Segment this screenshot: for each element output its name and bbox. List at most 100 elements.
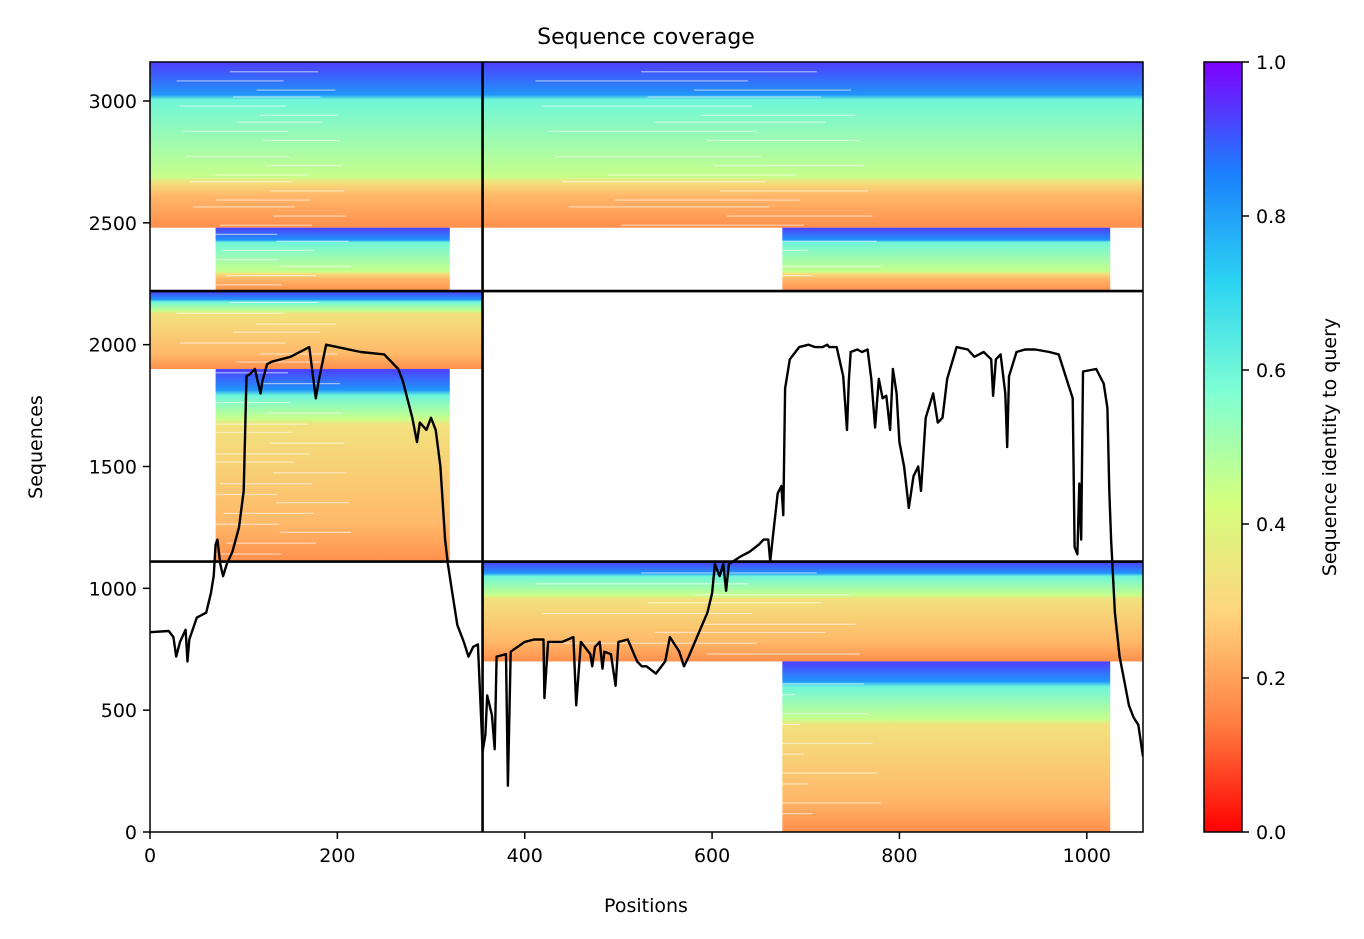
block-3-streak — [279, 531, 351, 533]
block-1-streak — [169, 258, 280, 261]
block-3-upper-band — [150, 291, 483, 370]
block-2-streak — [522, 258, 740, 261]
block-2-streak — [634, 275, 813, 277]
block-2-streak — [720, 190, 869, 192]
y-tick-label: 500 — [101, 700, 137, 722]
x-axis-label: Positions — [604, 895, 688, 917]
chart-title: Sequence coverage — [537, 25, 755, 50]
block-4-streak — [568, 731, 770, 734]
block-4-streak — [522, 794, 740, 796]
colorbar-tick-label: 1.0 — [1256, 52, 1286, 74]
block-2-streak — [726, 215, 873, 217]
x-tick-label: 600 — [694, 845, 730, 867]
block-4-streak — [528, 823, 744, 826]
block-4-streak — [621, 753, 804, 755]
block-3-streak — [213, 423, 308, 425]
block-3-streak — [173, 553, 282, 555]
block-1-streak — [176, 80, 284, 82]
block-1-streak — [263, 139, 340, 142]
colorbar-tick-label: 0.2 — [1256, 668, 1286, 690]
block-2-streak — [647, 96, 822, 98]
block-1-streak — [269, 190, 345, 192]
heatmap-blocks — [150, 62, 1143, 832]
y-tick-label: 1000 — [89, 578, 137, 600]
block-1-streak — [276, 240, 349, 242]
block-1-streak — [179, 105, 286, 107]
block-4-streak — [614, 723, 800, 726]
block-4-streak — [740, 802, 882, 804]
block-3-streak — [219, 483, 312, 485]
block-1-streak — [189, 181, 293, 183]
block-4-streak — [555, 672, 761, 674]
x-tick-label: 200 — [319, 845, 355, 867]
block-4-streak — [713, 683, 864, 685]
block-3-streak — [269, 442, 345, 444]
colorbar-tick-label: 0.4 — [1256, 514, 1286, 536]
block-4-streak — [733, 772, 877, 774]
block-2-streak — [733, 240, 877, 242]
block-4-streak — [561, 702, 766, 704]
block-2-streak — [535, 80, 749, 82]
block-1-upper-band — [150, 62, 483, 228]
block-1-streak — [233, 96, 321, 98]
block-3-streak — [229, 301, 319, 304]
colorbar-label: Sequence identity to query — [1319, 318, 1341, 576]
block-4-streak — [515, 764, 736, 766]
colorbar-gradient — [1203, 61, 1243, 833]
block-2-streak — [713, 165, 864, 167]
plot-area — [150, 62, 1143, 832]
block-2-streak — [740, 265, 882, 268]
x-tick-label: 0 — [144, 845, 156, 867]
block-1-streak — [173, 284, 282, 286]
block-1-streak — [256, 89, 336, 91]
block-3-streak — [216, 453, 310, 455]
block-3-lower-band — [215, 369, 450, 562]
block-2-streak — [614, 199, 800, 201]
block-3-streak — [273, 472, 347, 474]
block-2-streak — [548, 130, 757, 132]
block-2-streak — [608, 174, 796, 176]
colorbar-tick-label: 0.6 — [1256, 360, 1286, 382]
block-3-streak — [189, 431, 293, 433]
block-4-streak — [707, 653, 860, 655]
y-axis-label: Sequences — [25, 395, 47, 499]
block-1-streak — [236, 121, 323, 123]
block-1-streak — [219, 224, 312, 226]
x-tick-label: 400 — [507, 845, 543, 867]
block-1-streak — [166, 233, 278, 235]
plot-frame — [149, 61, 1144, 833]
block-4-streak — [608, 694, 796, 696]
y-tick-label: 2500 — [89, 213, 137, 235]
block-2-streak — [528, 284, 744, 286]
block-3-streak — [166, 493, 278, 496]
block-4-streak — [720, 712, 869, 715]
block-2-streak — [561, 181, 766, 183]
block-1-streak — [186, 155, 291, 158]
block-1-streak — [193, 206, 295, 208]
colorbar-ticks: 0.0 0.2 0.4 0.6 0.8 1.0 — [1242, 52, 1286, 844]
block-2-streak — [707, 139, 860, 142]
block-3-streak — [223, 512, 314, 515]
block-4-streak — [654, 631, 826, 634]
block-4-upper-band — [482, 561, 1143, 662]
block-1-streak — [273, 215, 347, 217]
block-4-streak — [548, 642, 757, 644]
colorbar: 0.0 0.2 0.4 0.6 0.8 1.0 Sequence identity to … — [1203, 52, 1341, 844]
block-1-streak — [223, 249, 314, 252]
block-4-streak — [726, 742, 873, 744]
block-2-streak — [693, 89, 852, 91]
block-2-streak — [542, 105, 753, 107]
block-3-streak — [176, 312, 284, 314]
block-3-streak — [179, 342, 286, 344]
block-3-streak — [183, 372, 289, 374]
colorbar-tick-label: 0.0 — [1256, 822, 1286, 844]
x-axis: 0 200 400 600 800 1000 — [144, 832, 1111, 867]
x-tick-label: 1000 — [1063, 845, 1111, 867]
block-2-streak — [700, 114, 856, 116]
block-2-streak — [515, 233, 736, 235]
block-4-streak — [542, 612, 753, 615]
block-3-streak — [276, 502, 349, 504]
block-2-streak — [621, 224, 804, 226]
block-3-streak — [256, 323, 336, 325]
